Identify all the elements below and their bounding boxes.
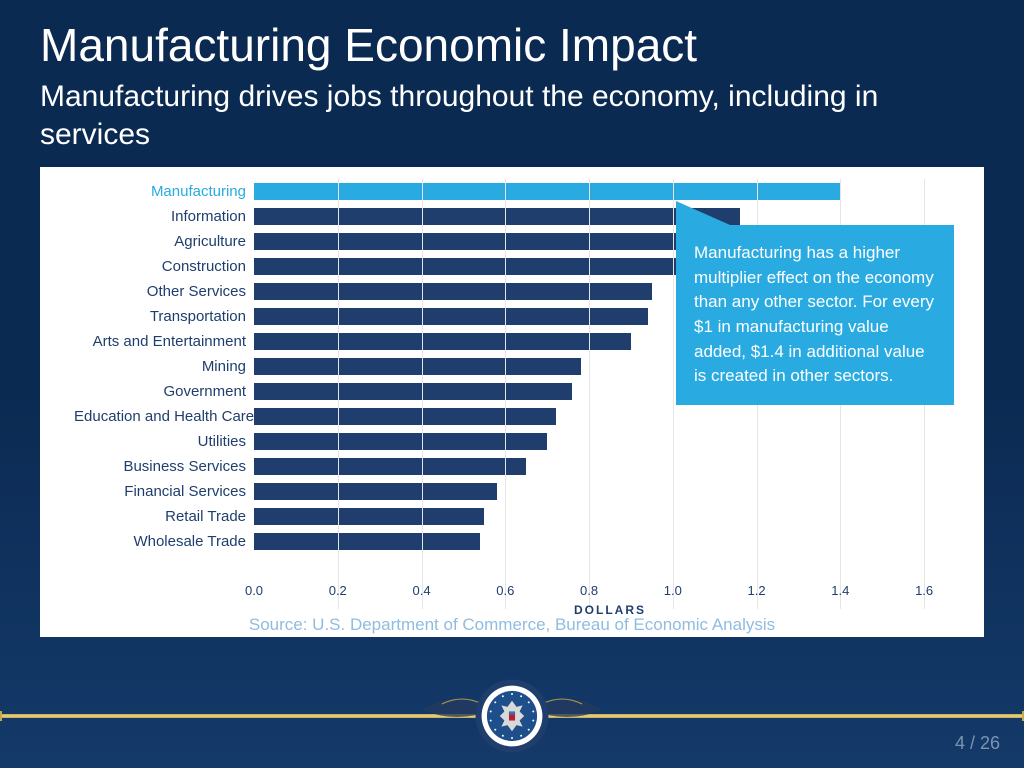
bar xyxy=(254,383,572,400)
page-current: 4 xyxy=(955,733,965,753)
callout-text: Manufacturing has a higher multiplier ef… xyxy=(694,243,934,385)
bar xyxy=(254,283,652,300)
bar-label: Arts and Entertainment xyxy=(74,333,254,350)
bar xyxy=(254,533,480,550)
bar-label: Education and Health Care xyxy=(74,408,254,425)
chart-row: Retail Trade xyxy=(74,504,966,529)
page-number: 4 / 26 xyxy=(955,733,1000,754)
x-tick-label: 0.4 xyxy=(412,583,430,598)
bar-label: Manufacturing xyxy=(74,183,254,200)
bar-label: Construction xyxy=(74,258,254,275)
bar-track xyxy=(254,454,966,479)
bar xyxy=(254,408,556,425)
x-tick-label: 1.4 xyxy=(831,583,849,598)
chart-row: Manufacturing xyxy=(74,179,966,204)
bar-track xyxy=(254,529,966,554)
bar-track xyxy=(254,504,966,529)
bar-label: Mining xyxy=(74,358,254,375)
bar-label: Financial Services xyxy=(74,483,254,500)
bar xyxy=(254,458,526,475)
bar-label: Government xyxy=(74,383,254,400)
bar-label: Retail Trade xyxy=(74,508,254,525)
page-sep: / xyxy=(965,733,980,753)
bar xyxy=(254,233,736,250)
bar-label: Business Services xyxy=(74,458,254,475)
bar-label: Transportation xyxy=(74,308,254,325)
bar xyxy=(254,508,484,525)
bar-label: Information xyxy=(74,208,254,225)
bar-label: Agriculture xyxy=(74,233,254,250)
x-tick-label: 0.2 xyxy=(329,583,347,598)
bar-track xyxy=(254,429,966,454)
bar-label: Wholesale Trade xyxy=(74,533,254,550)
bar xyxy=(254,358,581,375)
chart-row: Financial Services xyxy=(74,479,966,504)
x-tick-label: 1.2 xyxy=(748,583,766,598)
x-tick-label: 1.6 xyxy=(915,583,933,598)
source-text: Source: U.S. Department of Commerce, Bur… xyxy=(40,615,984,635)
x-tick-label: 1.0 xyxy=(664,583,682,598)
chart-panel: Manufacturing Information Agriculture Const… xyxy=(40,167,984,637)
x-tick-label: 0.6 xyxy=(496,583,514,598)
bar xyxy=(254,258,706,275)
slide-subtitle: Manufacturing drives jobs throughout the… xyxy=(40,78,984,153)
x-tick-label: 0.8 xyxy=(580,583,598,598)
chart-row: Wholesale Trade xyxy=(74,529,966,554)
bar xyxy=(254,208,740,225)
callout-box: Manufacturing has a higher multiplier ef… xyxy=(676,225,954,405)
chart-row: Education and Health Care xyxy=(74,404,966,429)
bar xyxy=(254,483,497,500)
bar xyxy=(254,308,648,325)
slide-title: Manufacturing Economic Impact xyxy=(40,18,984,72)
bar-track xyxy=(254,404,966,429)
bar xyxy=(254,183,840,200)
bar xyxy=(254,333,631,350)
page-total: 26 xyxy=(980,733,1000,753)
x-axis-ticks: 0.00.20.40.60.81.01.21.41.6 xyxy=(254,583,966,601)
bar-track xyxy=(254,479,966,504)
bar-label: Utilities xyxy=(74,433,254,450)
presidential-seal-icon xyxy=(474,678,550,754)
bar-label: Other Services xyxy=(74,283,254,300)
bar xyxy=(254,433,547,450)
x-tick-label: 0.0 xyxy=(245,583,263,598)
chart-row: Business Services xyxy=(74,454,966,479)
bar-track xyxy=(254,179,966,204)
chart-row: Utilities xyxy=(74,429,966,454)
